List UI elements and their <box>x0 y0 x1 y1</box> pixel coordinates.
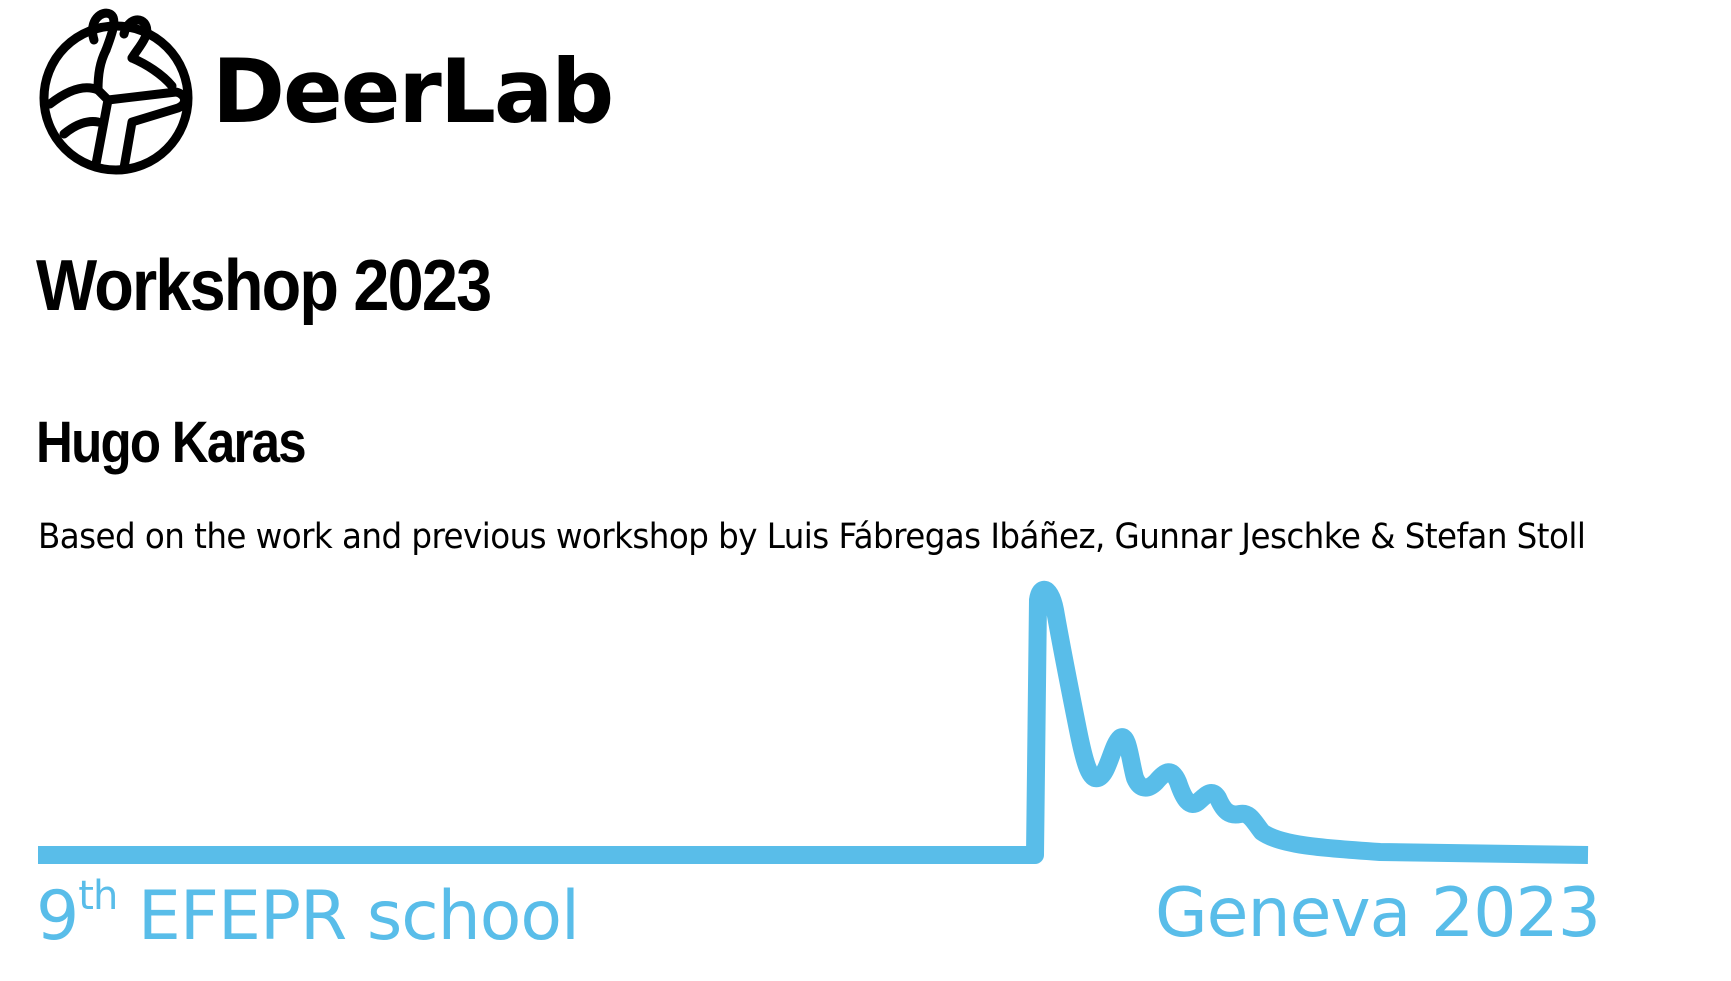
signal-trace <box>38 580 1589 864</box>
deerlab-logo: DeerLab <box>36 4 614 176</box>
slide-title: Workshop 2023 <box>36 246 492 326</box>
school-number: 9 <box>36 877 79 956</box>
author-name: Hugo Karas <box>36 410 307 475</box>
deerlab-logo-icon <box>39 8 193 175</box>
school-name: EFEPR school <box>117 877 580 956</box>
school-ordinal-suffix: th <box>78 873 118 919</box>
credits-text: Based on the work and previous workshop … <box>38 517 1586 557</box>
location-label: Geneva 2023 <box>1154 874 1601 953</box>
brand-name: DeerLab <box>212 40 614 143</box>
school-label: 9th EFEPR school <box>36 873 580 951</box>
